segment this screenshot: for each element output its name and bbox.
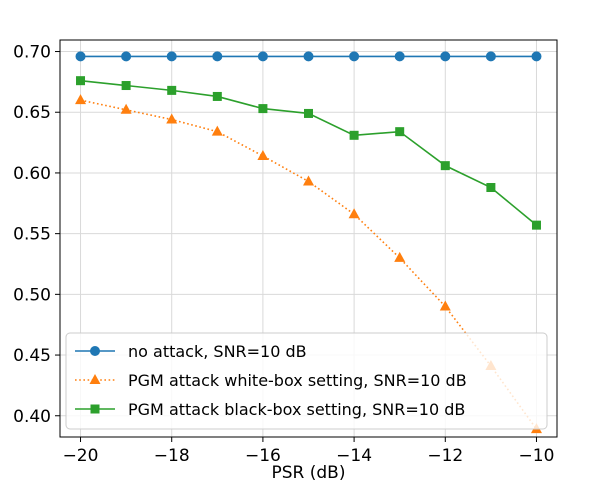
y-tick-label: 0.70 [13, 43, 51, 63]
legend-item: PGM attack white-box setting, SNR=10 dB [75, 371, 467, 390]
data-point [75, 94, 87, 105]
x-tick-label: −20 [63, 446, 99, 466]
legend-label: PGM attack black-box setting, SNR=10 dB [128, 400, 465, 419]
legend-marker [90, 404, 100, 414]
data-point [212, 51, 223, 62]
y-tick-label: 0.45 [13, 346, 51, 366]
data-point [394, 51, 405, 62]
data-point [440, 51, 451, 62]
y-tick-label: 0.50 [13, 285, 51, 305]
data-point [212, 91, 222, 101]
data-point [348, 208, 360, 219]
data-point [531, 220, 541, 230]
x-tick-label: −10 [519, 446, 555, 466]
axis-ticks: −20 −18 −16 −14 −12 −10 0.40 0.45 0.50 0.55 0.60 0.… [13, 43, 554, 466]
x-tick-label: −14 [336, 446, 372, 466]
data-point [167, 85, 177, 95]
data-point [395, 127, 405, 137]
data-point [349, 51, 360, 62]
series-1 [75, 51, 542, 62]
data-point [303, 175, 314, 186]
x-tick-label: −18 [154, 446, 190, 466]
legend-marker [90, 346, 100, 356]
series-2 [75, 94, 542, 434]
data-point [211, 125, 223, 136]
x-tick-label: −12 [427, 446, 463, 466]
data-point [258, 104, 268, 114]
chart-series [75, 51, 542, 434]
data-point [303, 51, 314, 62]
legend-item: PGM attack black-box setting, SNR=10 dB [75, 400, 465, 419]
legend: no attack, SNR=10 dB PGM attack white-box… [65, 332, 548, 430]
data-point [121, 51, 132, 62]
y-tick-label: 0.55 [13, 225, 51, 245]
y-tick-label: 0.65 [13, 103, 51, 123]
data-point [166, 51, 177, 62]
legend-marker [89, 374, 101, 384]
x-axis-label: PSR (dB) [272, 463, 346, 483]
data-point [486, 183, 496, 193]
data-point [349, 130, 359, 140]
data-point [76, 76, 86, 86]
data-point [394, 251, 406, 262]
legend-item: no attack, SNR=10 dB [75, 342, 307, 361]
x-tick-label: −16 [245, 446, 281, 466]
data-point [166, 113, 178, 124]
data-point [531, 51, 542, 62]
data-point [304, 108, 313, 118]
data-point [121, 81, 131, 91]
data-point [75, 51, 86, 62]
data-point [440, 161, 450, 171]
data-point [257, 149, 269, 160]
data-point [120, 103, 132, 114]
plot-frame [59, 39, 558, 438]
data-point [485, 51, 496, 62]
series-3 [76, 76, 541, 230]
legend-label: PGM attack white-box setting, SNR=10 dB [128, 371, 467, 390]
data-point [257, 51, 268, 62]
series-line [80, 79, 537, 226]
data-point [439, 300, 451, 311]
legend-label: no attack, SNR=10 dB [128, 342, 307, 361]
y-tick-label: 0.60 [13, 164, 51, 184]
y-tick-label: 0.40 [13, 407, 51, 427]
legend-box [65, 332, 548, 430]
